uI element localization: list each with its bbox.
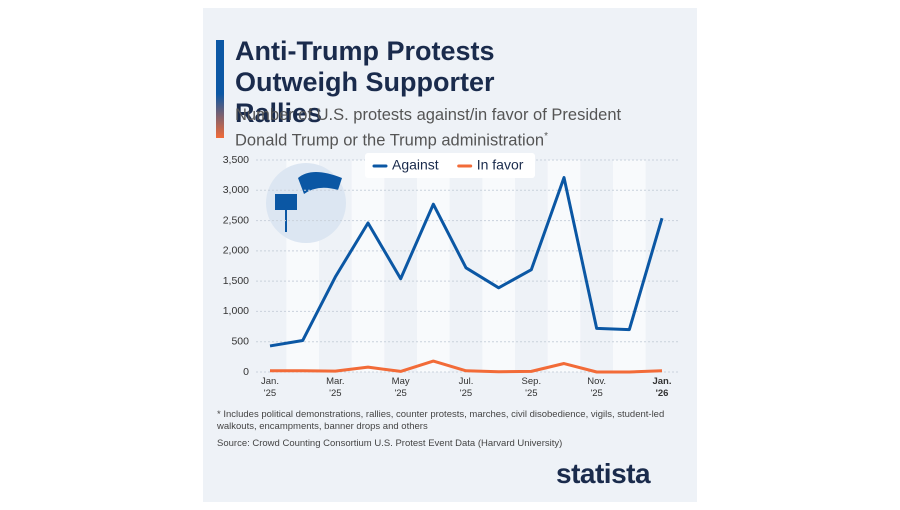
y-tick-label: 0 xyxy=(243,366,249,378)
x-tick-label: Sep. '25 xyxy=(521,376,542,399)
legend-label: In favor xyxy=(477,157,524,173)
x-tick-label: Jan. '25 xyxy=(261,376,279,399)
x-tick-label: Jul. '25 xyxy=(458,376,474,399)
accent-bar xyxy=(216,40,224,138)
brand-logo: statista xyxy=(556,458,651,489)
y-tick-label: 1,000 xyxy=(223,305,249,317)
y-tick-label: 1,500 xyxy=(223,275,249,287)
column-band xyxy=(613,160,646,372)
legend: Against In favor xyxy=(365,153,535,178)
x-tick-label: Jan. '26 xyxy=(652,376,672,399)
legend-box xyxy=(365,153,535,178)
subtitle-mark: * xyxy=(544,131,548,142)
x-tick-label: Mar. '25 xyxy=(326,376,345,399)
column-band xyxy=(417,160,450,372)
y-tick-label: 500 xyxy=(231,335,249,347)
y-tick-label: 3,500 xyxy=(223,154,249,166)
subtitle-text: Number of U.S. protests against/in favor… xyxy=(235,106,622,150)
chart-title: Anti-Trump Protests Outweigh Supporter R… xyxy=(235,36,495,128)
footnote: * Includes political demonstrations, ral… xyxy=(217,409,665,432)
y-tick-label: 2,000 xyxy=(223,245,249,257)
y-tick-label: 3,000 xyxy=(223,184,249,196)
y-tick-label: 2,500 xyxy=(223,214,249,226)
chart-subtitle: Number of U.S. protests against/in favor… xyxy=(235,105,655,152)
source: Source: Crowd Counting Consortium U.S. P… xyxy=(217,438,563,449)
legend-label: Against xyxy=(392,157,439,173)
bands xyxy=(286,160,646,372)
series-line xyxy=(270,359,663,374)
icon xyxy=(266,163,346,243)
column-band xyxy=(351,160,385,372)
column-band xyxy=(482,160,515,372)
column-band xyxy=(547,160,581,372)
x-tick-label: May '25 xyxy=(391,376,410,399)
series-line xyxy=(269,176,664,348)
x-tick-label: Nov. '25 xyxy=(587,376,607,399)
